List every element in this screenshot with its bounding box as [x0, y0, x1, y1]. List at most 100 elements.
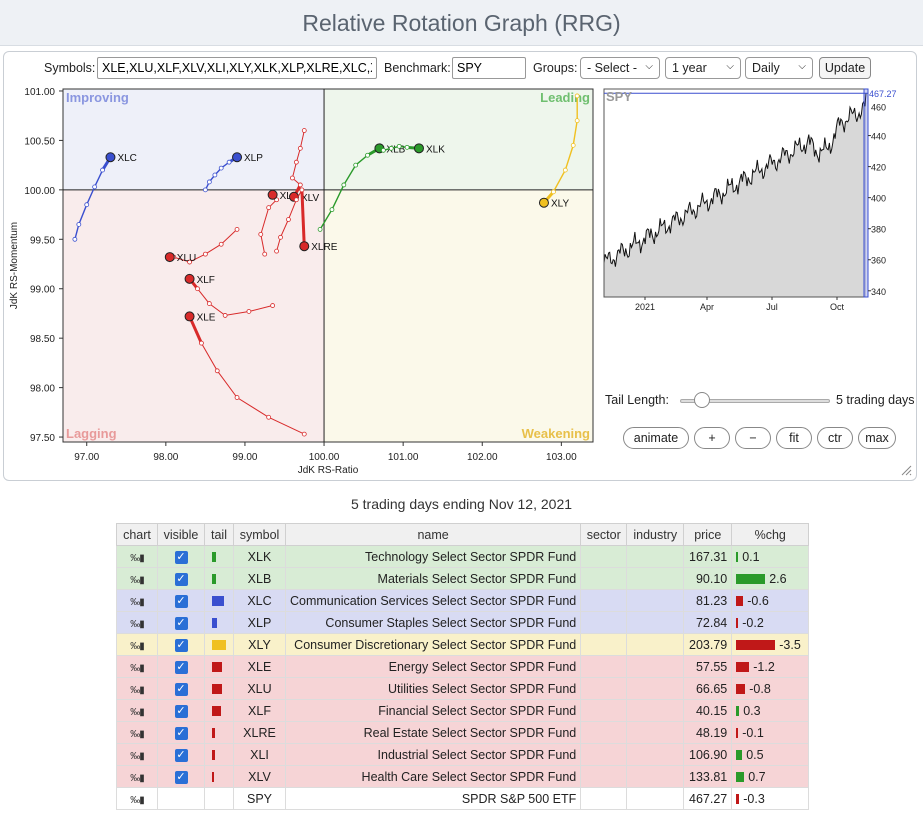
header-visible[interactable]: visible [157, 523, 205, 546]
tail-color-swatch[interactable] [204, 699, 234, 722]
chart-icon[interactable]: ‰▮ [116, 611, 158, 634]
center-button[interactable]: ctr [817, 427, 853, 449]
industry-cell [626, 743, 685, 766]
header-price[interactable]: price [683, 523, 733, 546]
groups-select[interactable]: - Select - ⌵ [580, 57, 660, 79]
visible-checkbox[interactable]: ✓ [157, 589, 205, 612]
chart-icon[interactable]: ‰▮ [116, 545, 158, 568]
chart-icon[interactable]: ‰▮ [116, 699, 158, 722]
header-name[interactable]: name [284, 523, 582, 546]
tail-point [270, 303, 276, 308]
visible-checkbox[interactable]: ✓ [157, 699, 205, 722]
pct-change-value: 0.7 [748, 769, 766, 784]
table-row[interactable]: ‰▮ ✓ XLB Materials Select Sector SPDR Fund 9… [116, 567, 810, 590]
symbol-cell[interactable]: XLC [233, 589, 286, 612]
table-row[interactable]: ‰▮ ✓ XLI Industrial Select Sector SPDR Fund… [116, 743, 810, 766]
tail-color-swatch[interactable] [204, 567, 234, 590]
visible-checkbox[interactable]: ✓ [157, 765, 205, 788]
pct-change-cell: 0.7 [731, 765, 810, 788]
visible-checkbox[interactable]: ✓ [157, 677, 205, 700]
symbol-cell[interactable]: XLE [233, 655, 286, 678]
tail-color-swatch[interactable] [204, 677, 234, 700]
table-row[interactable]: ‰▮ ✓ XLRE Real Estate Select Sector SPDR Fu… [116, 721, 810, 744]
symbol-cell[interactable]: XLV [233, 765, 286, 788]
quadrant-weakening [324, 189, 593, 442]
tail-color-swatch[interactable] [204, 589, 234, 612]
visible-checkbox[interactable]: ✓ [157, 655, 205, 678]
header-chart[interactable]: chart [116, 523, 158, 546]
tail-color-swatch[interactable] [204, 765, 234, 788]
visible-checkbox[interactable]: ✓ [157, 611, 205, 634]
header-sector[interactable]: sector [580, 523, 628, 546]
tail-point [341, 182, 347, 188]
tail-point [293, 159, 299, 165]
table-row[interactable]: ‰▮ ✓ XLP Consumer Staples Select Sector SPD… [116, 611, 810, 634]
tail-color-swatch[interactable] [204, 545, 234, 568]
tail-color-swatch[interactable] [204, 655, 234, 678]
pct-change-bar [736, 772, 745, 783]
table-header-row: chart visible tail symbol name sector in… [116, 523, 810, 546]
table-row[interactable]: ‰▮ ✓ XLF Financial Select Sector SPDR Fund 4… [116, 699, 810, 722]
table-row[interactable]: ‰▮ ✓ XLV Health Care Select Sector SPDR Fun… [116, 765, 810, 788]
zoom-out-button[interactable]: − [735, 427, 771, 449]
tail-color-swatch[interactable] [204, 721, 234, 744]
checkmark-icon: ✓ [174, 638, 188, 652]
tail-point [202, 251, 208, 257]
table-row[interactable]: ‰▮ ✓ XLU Utilities Select Sector SPDR Fund 6… [116, 677, 810, 700]
fit-button[interactable]: fit [776, 427, 812, 449]
header-symbol[interactable]: symbol [233, 523, 286, 546]
symbol-cell[interactable]: XLF [233, 699, 286, 722]
tail-length-slider-track[interactable] [680, 399, 830, 403]
tail-color-swatch[interactable] [204, 743, 234, 766]
symbol-cell[interactable]: XLP [233, 611, 286, 634]
chart-icon[interactable]: ‰▮ [116, 721, 158, 744]
tail-color-swatch[interactable] [204, 633, 234, 656]
chart-icon[interactable]: ‰▮ [116, 677, 158, 700]
chart-icon[interactable]: ‰▮ [116, 567, 158, 590]
table-row[interactable]: ‰▮ ✓ XLC Communication Services Select Sect… [116, 589, 810, 612]
pct-change-cell: 2.6 [731, 567, 810, 590]
zoom-in-button[interactable]: + [694, 427, 730, 449]
symbols-input[interactable] [97, 57, 377, 79]
header-industry[interactable]: industry [626, 523, 685, 546]
table-row[interactable]: ‰▮ ✓ XLE Energy Select Sector SPDR Fund 57.5… [116, 655, 810, 678]
header-tail[interactable]: tail [204, 523, 234, 546]
symbol-cell[interactable]: XLK [233, 545, 286, 568]
table-row[interactable]: ‰▮ ✓ XLK Technology Select Sector SPDR Fund… [116, 545, 810, 568]
visible-checkbox[interactable]: ✓ [157, 721, 205, 744]
tail-length-slider-handle[interactable] [694, 392, 710, 408]
rrg-chart[interactable]: Improving Leading Weakening Lagging 97.00 98.… [4, 52, 604, 480]
table-row[interactable]: ‰▮ ✓ XLY Consumer Discretionary Select Sect… [116, 633, 810, 656]
chart-icon[interactable]: ‰▮ [116, 589, 158, 612]
resize-handle-icon[interactable] [900, 464, 912, 476]
update-button[interactable]: Update [819, 57, 871, 79]
symbol-cell[interactable]: XLRE [233, 721, 286, 744]
symbol-cell[interactable]: SPY [233, 787, 286, 810]
visible-checkbox[interactable]: ✓ [157, 743, 205, 766]
symbol-cell[interactable]: XLB [233, 567, 286, 590]
visible-checkbox[interactable]: ✓ [157, 545, 205, 568]
chart-icon[interactable]: ‰▮ [116, 765, 158, 788]
chart-icon[interactable]: ‰▮ [116, 787, 158, 810]
frequency-select[interactable]: Daily ⌵ [745, 57, 813, 79]
tail-color-swatch[interactable] [204, 611, 234, 634]
chart-icon[interactable]: ‰▮ [116, 743, 158, 766]
benchmark-input[interactable] [452, 57, 526, 79]
symbol-cell[interactable]: XLU [233, 677, 286, 700]
tail-color-swatch[interactable] [204, 787, 234, 810]
chart-icon[interactable]: ‰▮ [116, 655, 158, 678]
max-button[interactable]: max [858, 427, 896, 449]
symbol-cell[interactable]: XLI [233, 743, 286, 766]
tail-point [353, 162, 359, 168]
chart-icon[interactable]: ‰▮ [116, 633, 158, 656]
point-xlf [184, 273, 195, 284]
period-select[interactable]: 1 year ⌵ [665, 57, 741, 79]
header-pct-change[interactable]: %chg [731, 523, 810, 546]
symbol-cell[interactable]: XLY [233, 633, 286, 656]
point-xlc [105, 152, 116, 163]
animate-button[interactable]: animate [623, 427, 689, 449]
visible-checkbox[interactable]: ✓ [157, 567, 205, 590]
name-cell: Materials Select Sector SPDR Fund [284, 567, 582, 590]
table-row[interactable]: ‰▮ SPY SPDR S&P 500 ETF 467.27 -0.3 [116, 787, 810, 810]
visible-checkbox[interactable]: ✓ [157, 633, 205, 656]
